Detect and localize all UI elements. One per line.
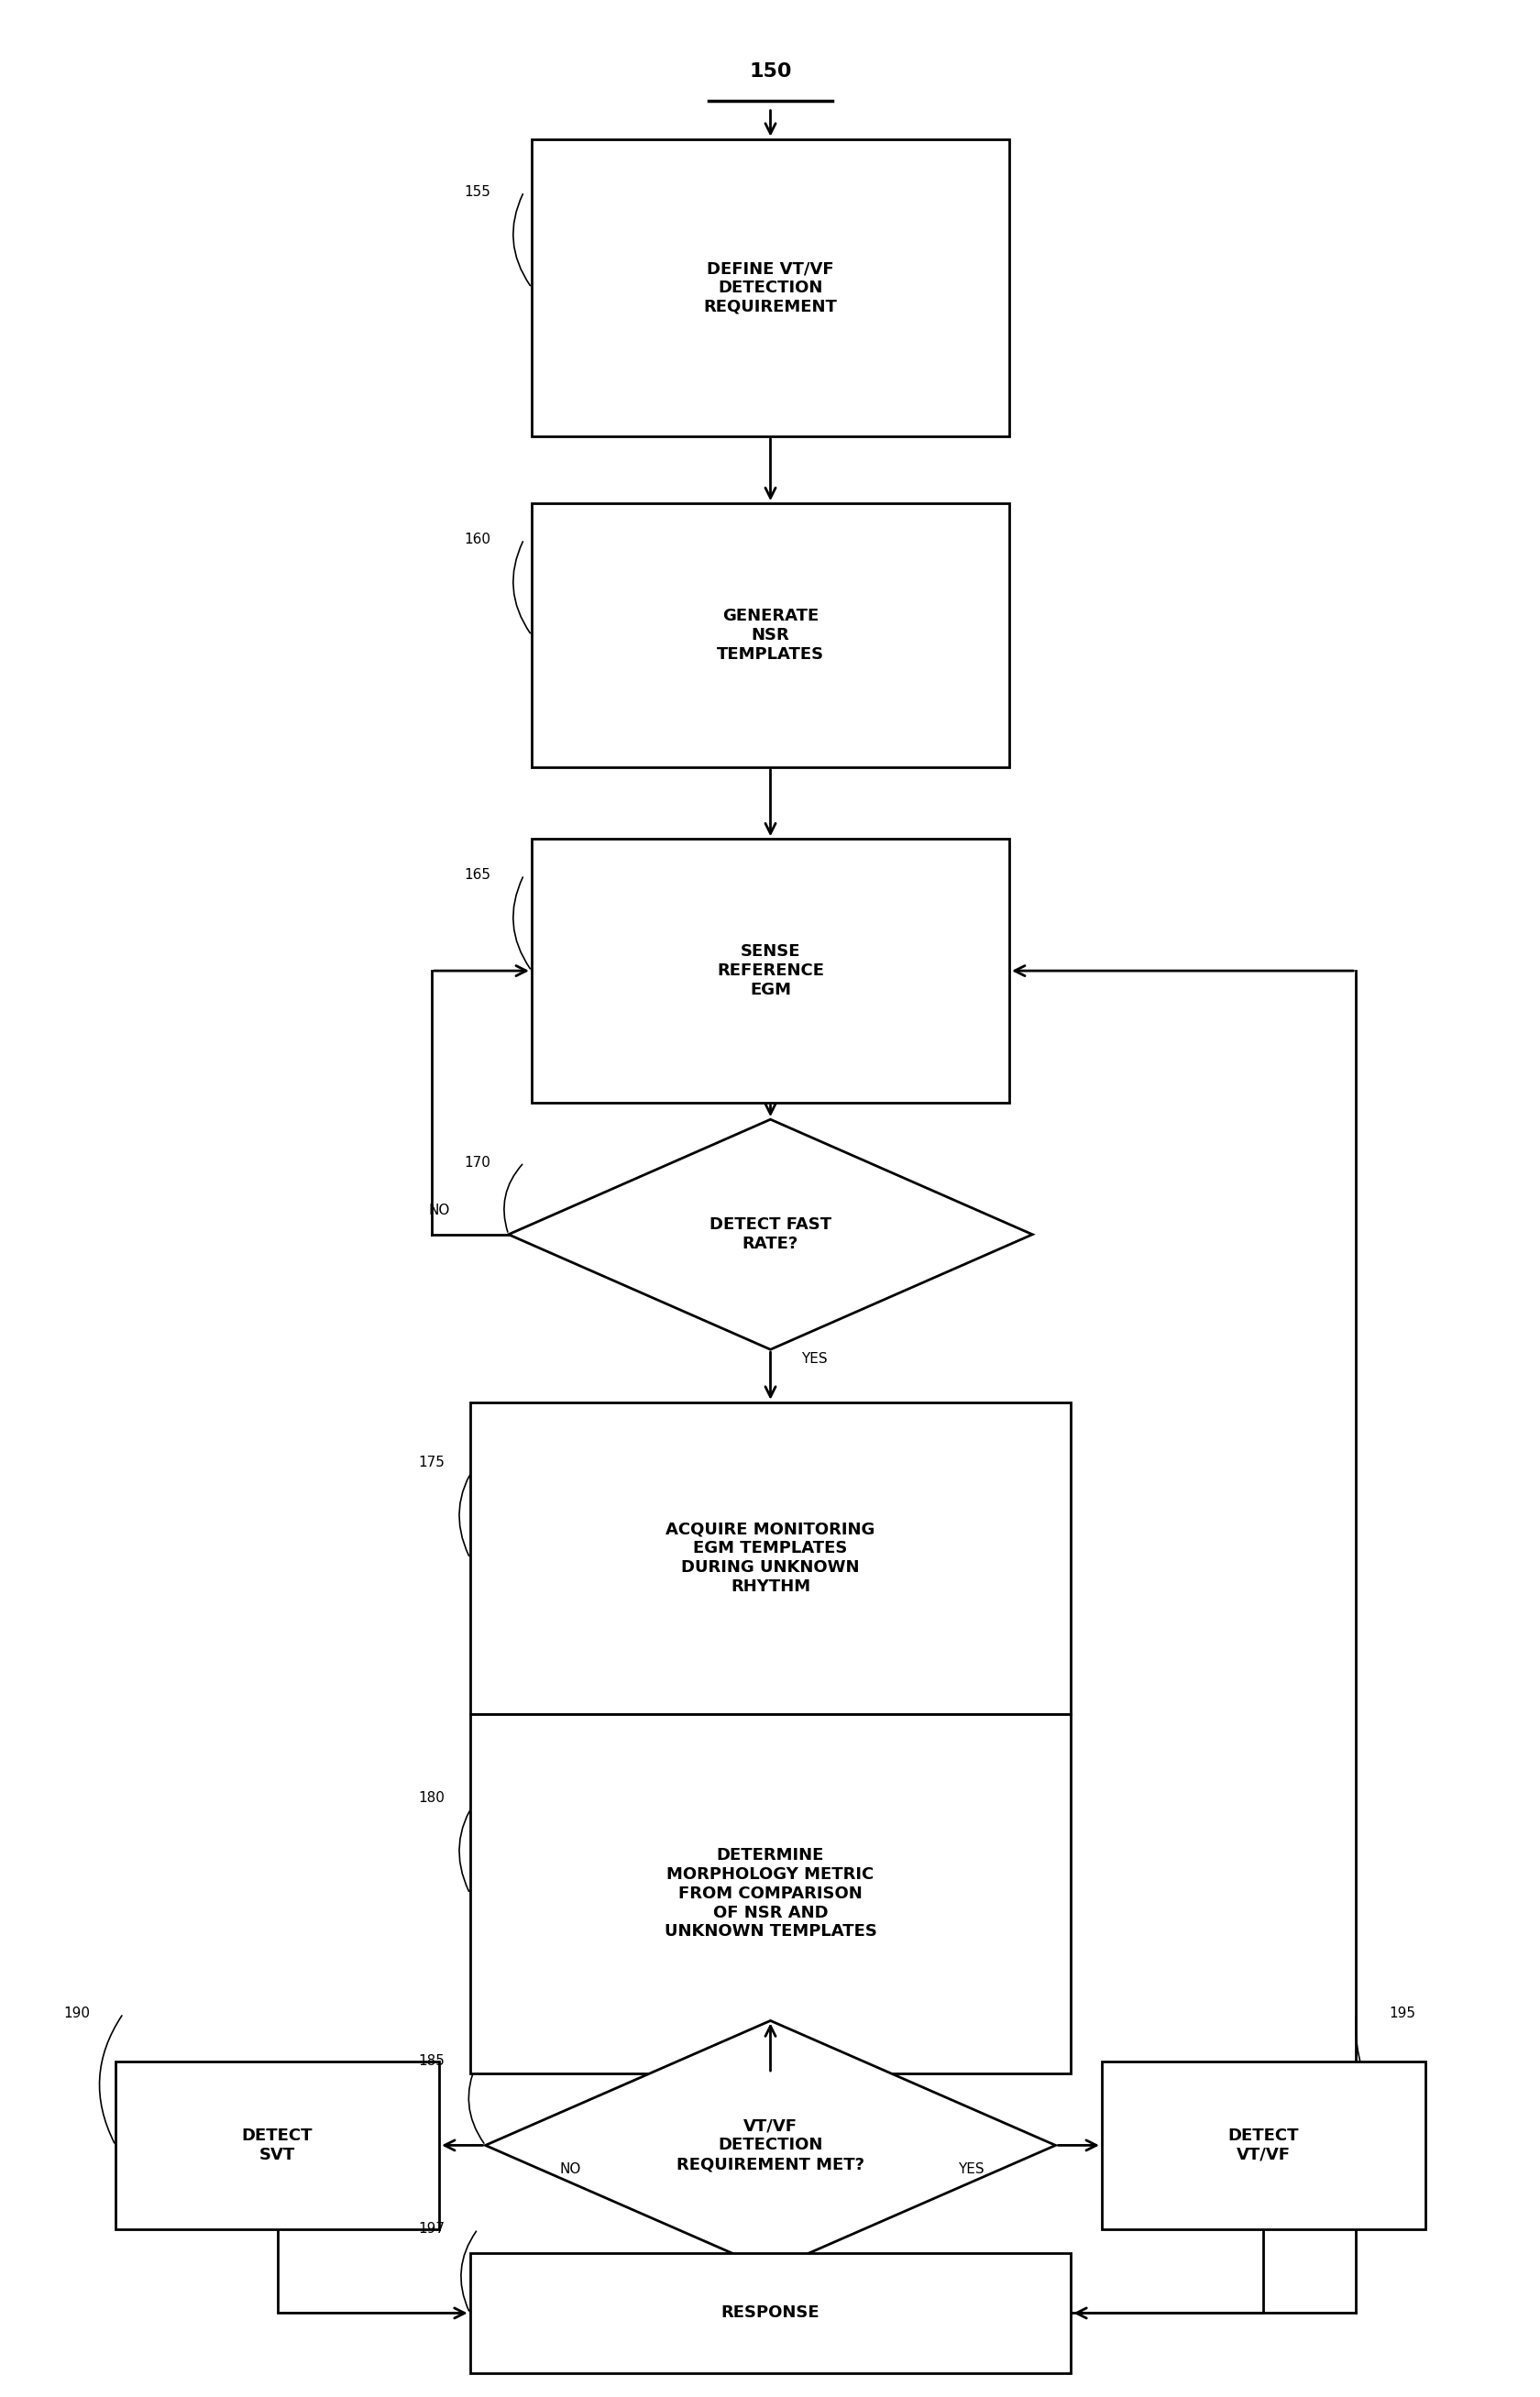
FancyArrowPatch shape	[513, 194, 530, 285]
FancyBboxPatch shape	[531, 139, 1009, 436]
FancyArrowPatch shape	[460, 2232, 476, 2311]
Polygon shape	[485, 2021, 1055, 2270]
Text: 197: 197	[417, 2222, 445, 2236]
FancyBboxPatch shape	[116, 2061, 439, 2229]
Text: 195: 195	[1388, 2006, 1415, 2021]
Text: DETECT
VT/VF: DETECT VT/VF	[1227, 2129, 1298, 2162]
Text: 155: 155	[464, 185, 491, 199]
FancyBboxPatch shape	[470, 2253, 1070, 2373]
Text: DETERMINE
MORPHOLOGY METRIC
FROM COMPARISON
OF NSR AND
UNKNOWN TEMPLATES: DETERMINE MORPHOLOGY METRIC FROM COMPARI…	[664, 1848, 876, 1939]
Text: SENSE
REFERENCE
EGM: SENSE REFERENCE EGM	[716, 944, 824, 997]
Text: ACQUIRE MONITORING
EGM TEMPLATES
DURING UNKNOWN
RHYTHM: ACQUIRE MONITORING EGM TEMPLATES DURING …	[665, 1522, 875, 1594]
FancyArrowPatch shape	[504, 1165, 522, 1232]
Text: 175: 175	[417, 1455, 445, 1469]
FancyArrowPatch shape	[468, 2064, 484, 2143]
Text: DETECT
SVT: DETECT SVT	[242, 2129, 313, 2162]
Text: 180: 180	[417, 1791, 445, 1805]
FancyBboxPatch shape	[1101, 2061, 1425, 2229]
Text: 170: 170	[464, 1155, 491, 1170]
Text: 190: 190	[63, 2006, 91, 2021]
Text: 160: 160	[464, 532, 491, 547]
Polygon shape	[508, 1119, 1032, 1350]
Text: DEFINE VT/VF
DETECTION
REQUIREMENT: DEFINE VT/VF DETECTION REQUIREMENT	[704, 261, 836, 314]
FancyArrowPatch shape	[1355, 2016, 1423, 2143]
FancyBboxPatch shape	[531, 839, 1009, 1103]
Text: YES: YES	[801, 1352, 827, 1366]
Text: DETECT FAST
RATE?: DETECT FAST RATE?	[708, 1218, 832, 1251]
FancyArrowPatch shape	[513, 877, 530, 968]
FancyBboxPatch shape	[470, 1714, 1070, 2073]
FancyArrowPatch shape	[100, 2016, 122, 2143]
Text: NO: NO	[428, 1203, 450, 1218]
Text: 165: 165	[464, 868, 491, 882]
Text: 150: 150	[748, 62, 792, 81]
Text: YES: YES	[956, 2162, 984, 2176]
FancyBboxPatch shape	[470, 1402, 1070, 1714]
Text: 185: 185	[417, 2054, 445, 2069]
FancyArrowPatch shape	[513, 542, 530, 633]
Text: RESPONSE: RESPONSE	[721, 2306, 819, 2320]
FancyArrowPatch shape	[459, 1465, 476, 1556]
Text: GENERATE
NSR
TEMPLATES: GENERATE NSR TEMPLATES	[716, 609, 824, 662]
Text: NO: NO	[559, 2162, 581, 2176]
Text: VT/VF
DETECTION
REQUIREMENT MET?: VT/VF DETECTION REQUIREMENT MET?	[676, 2119, 864, 2172]
FancyArrowPatch shape	[459, 1800, 476, 1891]
FancyBboxPatch shape	[531, 503, 1009, 767]
